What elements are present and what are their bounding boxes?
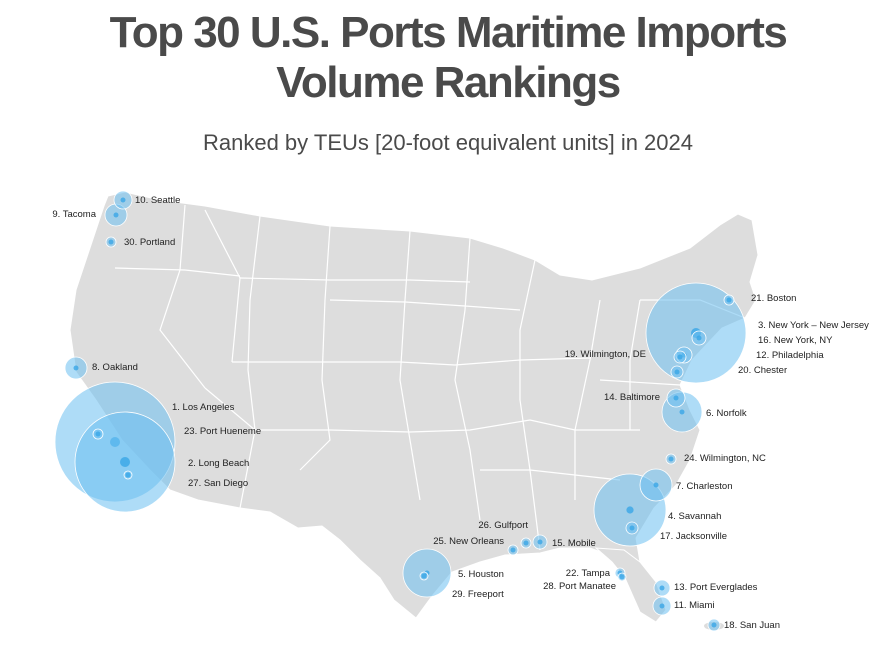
port-dot-7 — [653, 482, 659, 488]
port-label-1: 1. Los Angeles — [172, 402, 235, 413]
port-label-30: 30. Portland — [124, 237, 175, 248]
page-title: Top 30 U.S. Ports Maritime Imports Volum… — [0, 8, 896, 108]
port-label-28: 28. Port Manatee — [543, 581, 616, 592]
port-dot-18 — [711, 622, 717, 628]
port-label-20: 20. Chester — [738, 365, 787, 376]
port-label-17: 17. Jacksonville — [660, 531, 727, 542]
port-dot-26 — [510, 547, 516, 553]
port-label-7: 7. Charleston — [676, 481, 733, 492]
port-dot-2 — [120, 457, 130, 467]
port-label-24: 24. Wilmington, NC — [684, 453, 766, 464]
port-label-5: 5. Houston — [458, 569, 504, 580]
port-dot-10 — [120, 197, 126, 203]
port-dot-29 — [421, 573, 427, 579]
port-label-19: 19. Wilmington, DE — [565, 349, 646, 360]
port-label-14: 14. Baltimore — [604, 392, 660, 403]
port-dot-11 — [659, 603, 665, 609]
port-label-26: 26. Gulfport — [478, 520, 528, 531]
port-dot-8 — [73, 365, 79, 371]
port-dot-16 — [696, 335, 702, 341]
page-subtitle: Ranked by TEUs [20-foot equivalent units… — [202, 130, 693, 155]
port-label-18: 18. San Juan — [724, 620, 780, 631]
port-dot-17 — [629, 525, 635, 531]
port-label-12: 12. Philadelphia — [756, 350, 824, 361]
port-label-2: 2. Long Beach — [188, 458, 249, 469]
port-dot-4 — [626, 506, 634, 514]
state-borders — [114, 204, 746, 551]
port-label-21: 21. Boston — [751, 293, 796, 304]
port-label-10: 10. Seattle — [135, 195, 180, 206]
port-label-16: 16. New York, NY — [758, 335, 833, 346]
port-dot-14 — [673, 395, 679, 401]
title-line-1: Top 30 U.S. Ports Maritime Imports — [109, 8, 788, 57]
port-label-8: 8. Oakland — [92, 362, 138, 373]
port-label-4: 4. Savannah — [668, 511, 721, 522]
port-dot-15 — [537, 539, 543, 545]
port-dot-23 — [95, 431, 101, 437]
port-label-9: 9. Tacoma — [52, 209, 96, 220]
port-dot-27 — [125, 472, 131, 478]
port-label-27: 27. San Diego — [188, 478, 248, 489]
port-label-25: 25. New Orleans — [433, 536, 504, 547]
port-dot-20 — [674, 369, 680, 375]
port-dot-30 — [108, 239, 114, 245]
port-bubbles — [54, 190, 747, 632]
port-dot-6 — [679, 409, 685, 415]
port-dot-25 — [523, 540, 529, 546]
port-labels: 1. Los Angeles 2. Long Beach 3. New York –… — [52, 195, 869, 631]
port-label-22: 22. Tampa — [566, 568, 611, 579]
port-dot-21 — [726, 297, 732, 303]
port-label-3: 3. New York – New Jersey — [758, 320, 869, 331]
port-label-23: 23. Port Hueneme — [184, 426, 261, 437]
port-dot-13 — [659, 585, 665, 591]
port-dot-9 — [113, 212, 119, 218]
port-dot-24 — [668, 456, 674, 462]
port-dot-19 — [677, 354, 683, 360]
port-dot-28 — [619, 574, 625, 580]
title-line-2: Volume Rankings — [276, 58, 621, 107]
port-label-29: 29. Freeport — [452, 589, 504, 600]
port-label-15: 15. Mobile — [552, 538, 596, 549]
port-label-13: 13. Port Everglades — [674, 582, 758, 593]
port-label-11: 11. Miami — [674, 600, 714, 611]
port-label-6: 6. Norfolk — [706, 408, 747, 419]
